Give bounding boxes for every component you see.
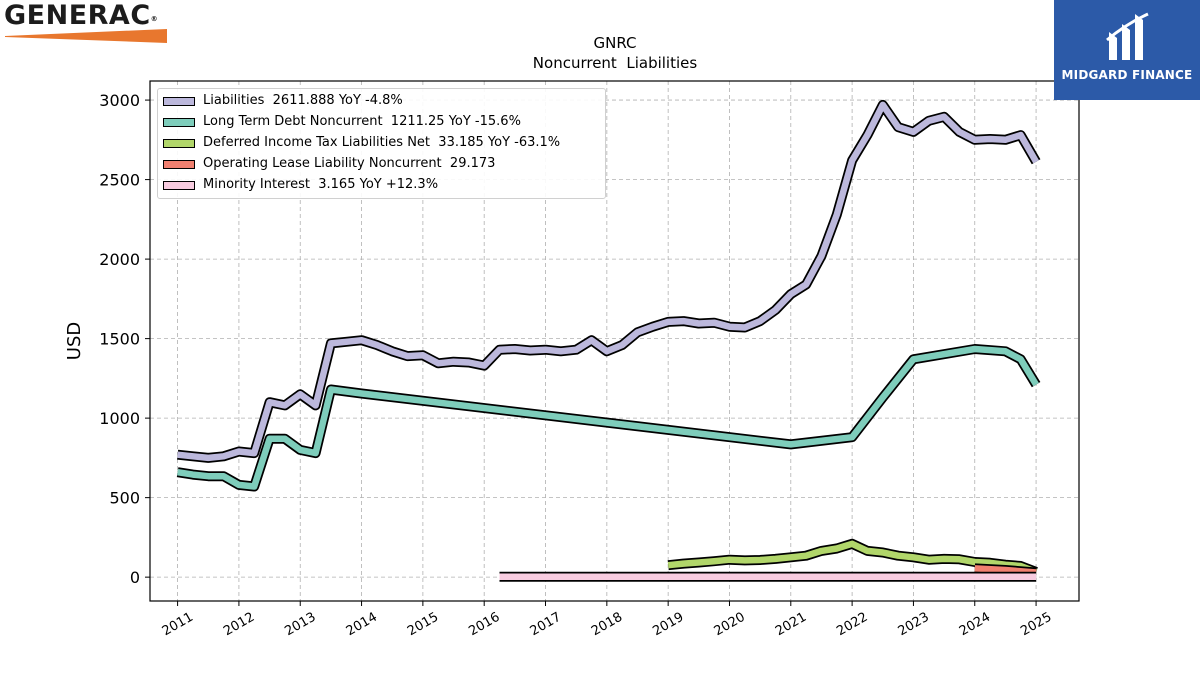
legend-swatch-operating-lease <box>163 160 195 169</box>
midgard-finance-logo: MIDGARD FINANCE <box>1054 0 1200 100</box>
legend-swatch-minority-interest <box>163 181 195 190</box>
series-line-long-term-debt-noncurrent <box>177 345 1039 490</box>
series-line-operating-lease-liability-noncurrent <box>974 565 1037 576</box>
y-tick-label: 500 <box>109 489 140 508</box>
legend-swatch-long-term-debt <box>163 118 195 127</box>
x-tick-label: 2014 <box>344 610 380 640</box>
legend-swatch-deferred-tax <box>163 139 195 148</box>
x-tick-label: 2019 <box>650 610 686 640</box>
legend-label-minority-interest: Minority Interest 3.165 YoY +12.3% <box>203 177 439 192</box>
registered-mark: ® <box>150 15 159 23</box>
x-tick-label: 2025 <box>1018 610 1054 640</box>
y-axis-label: USD <box>64 322 85 360</box>
x-tick-label: 2011 <box>160 610 196 640</box>
x-tick-label: 2020 <box>712 610 748 640</box>
legend-label-liabilities: Liabilities 2611.888 YoY -4.8% <box>203 93 403 108</box>
chart-subtitle: Noncurrent Liabilities <box>533 54 698 72</box>
y-tick-label: 1000 <box>99 409 140 428</box>
series-line-liabilities <box>177 101 1039 462</box>
legend-label-long-term-debt: Long Term Debt Noncurrent 1211.25 YoY -1… <box>203 114 521 129</box>
midgard-finance-logo-text: MIDGARD FINANCE <box>1061 68 1193 82</box>
legend-label-deferred-tax: Deferred Income Tax Liabilities Net 33.1… <box>203 135 561 150</box>
x-tick-label: 2017 <box>528 610 564 640</box>
legend-label-operating-lease: Operating Lease Liability Noncurrent 29.… <box>203 156 496 171</box>
y-tick-label: 0 <box>130 568 140 587</box>
x-tick-label: 2013 <box>282 610 318 640</box>
series-line-deferred-income-tax-liabilities-net <box>667 540 1038 575</box>
y-tick-label: 1500 <box>99 330 140 349</box>
legend-swatch-liabilities <box>163 97 195 106</box>
y-tick-label: 2000 <box>99 250 140 269</box>
generac-logo: GENERAC® <box>4 2 174 44</box>
y-tick-label: 3000 <box>99 91 140 110</box>
series-layer <box>176 99 1041 582</box>
x-tick-label: 2016 <box>466 610 502 640</box>
midgard-m-icon <box>1106 12 1149 60</box>
chart-title: GNRC <box>594 34 637 52</box>
chart-legend: Liabilities 2611.888 YoY -4.8% Long Term… <box>157 88 606 199</box>
y-tick-label: 2500 <box>99 171 140 190</box>
plot-area-frame <box>149 80 1080 602</box>
x-tick-label: 2015 <box>405 610 441 640</box>
x-tick-label: 2024 <box>957 610 993 640</box>
x-tick-label: 2021 <box>773 610 809 640</box>
x-tick-label: 2023 <box>896 610 932 640</box>
generac-logo-text: GENERAC <box>4 0 151 31</box>
x-tick-label: 2022 <box>834 610 870 640</box>
x-tick-label: 2012 <box>221 610 257 640</box>
x-tick-label: 2018 <box>589 610 625 640</box>
generac-swoosh-icon <box>5 29 167 43</box>
